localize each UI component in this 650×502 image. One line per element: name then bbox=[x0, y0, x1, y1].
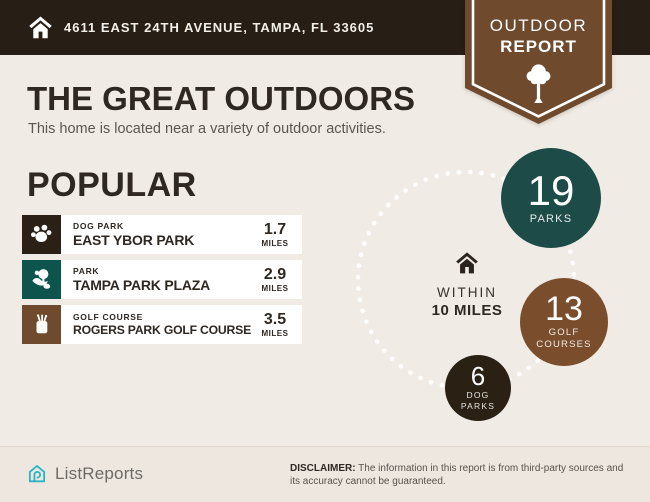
item-category: GOLF COURSE bbox=[73, 312, 144, 322]
park-card: PARK TAMPA PARK PLAZA 2.9 MILES bbox=[61, 260, 302, 299]
property-address: 4611 EAST 24TH AVENUE, TAMPA, FL 33605 bbox=[64, 20, 375, 35]
parks-count-bubble: 19 PARKS bbox=[501, 148, 601, 248]
dog-park-tile bbox=[22, 215, 61, 254]
item-name: EAST YBOR PARK bbox=[73, 232, 195, 248]
home-icon bbox=[456, 252, 478, 274]
parks-count: 19 bbox=[527, 167, 575, 215]
radius-center-label: WITHIN 10 MILES bbox=[427, 250, 507, 319]
parks-label: PARKS bbox=[529, 212, 573, 225]
golf-courses-count-bubble: 13 GOLF COURSES bbox=[520, 278, 608, 366]
popular-heading: POPULAR bbox=[27, 166, 197, 204]
radius-chart: WITHIN 10 MILES 19 PARKS 13 GOLF COURSES… bbox=[330, 140, 650, 450]
list-item-park: PARK TAMPA PARK PLAZA 2.9 MILES bbox=[22, 260, 302, 299]
outdoor-report-badge: OUTDOOR REPORT bbox=[465, 0, 612, 126]
page-title: THE GREAT OUTDOORS bbox=[27, 80, 416, 117]
golf-bag-icon bbox=[36, 314, 48, 334]
brand-name: ListReports bbox=[55, 464, 144, 483]
paw-icon bbox=[30, 224, 52, 242]
park-tile bbox=[22, 260, 61, 299]
footer: ListReports DISCLAIMER: The information … bbox=[0, 446, 650, 502]
golf-course-card: GOLF COURSE ROGERS PARK GOLF COURSE 3.5 … bbox=[61, 305, 302, 344]
item-category: DOG PARK bbox=[73, 221, 124, 231]
item-distance: 2.9 MILES bbox=[261, 265, 289, 293]
home-icon bbox=[29, 16, 52, 39]
golf-courses-count: 13 bbox=[545, 289, 583, 328]
badge-title: OUTDOOR REPORT bbox=[465, 16, 612, 57]
disclaimer-label: DISCLAIMER: bbox=[290, 463, 356, 474]
item-category: PARK bbox=[73, 266, 100, 276]
golf-courses-label: GOLF COURSES bbox=[536, 326, 592, 351]
dog-parks-label: DOG PARKS bbox=[460, 390, 496, 412]
dog-parks-count: 6 bbox=[470, 360, 486, 391]
item-distance: 1.7 MILES bbox=[261, 220, 289, 248]
within-label: WITHIN bbox=[437, 285, 497, 300]
listreports-logo-icon bbox=[28, 465, 46, 483]
popular-list: DOG PARK EAST YBOR PARK 1.7 MILES bbox=[22, 215, 302, 350]
listreports-brand: ListReports bbox=[26, 463, 143, 485]
ten-miles-label: 10 MILES bbox=[431, 302, 503, 319]
park-tree-icon bbox=[32, 269, 51, 289]
golf-course-tile bbox=[22, 305, 61, 344]
badge-line1: OUTDOOR bbox=[489, 16, 588, 35]
pennant-shape bbox=[465, 0, 612, 124]
disclaimer-text: DISCLAIMER: The information in this repo… bbox=[290, 463, 624, 488]
page-subtitle: This home is located near a variety of o… bbox=[28, 121, 386, 137]
dog-park-card: DOG PARK EAST YBOR PARK 1.7 MILES bbox=[61, 215, 302, 254]
item-name: TAMPA PARK PLAZA bbox=[73, 277, 211, 293]
item-distance: 3.5 MILES bbox=[261, 310, 289, 338]
list-item-golf-course: GOLF COURSE ROGERS PARK GOLF COURSE 3.5 … bbox=[22, 305, 302, 344]
item-name: ROGERS PARK GOLF COURSE bbox=[73, 323, 251, 337]
badge-line2: REPORT bbox=[500, 37, 577, 56]
dog-parks-count-bubble: 6 DOG PARKS bbox=[445, 355, 511, 421]
list-item-dog-park: DOG PARK EAST YBOR PARK 1.7 MILES bbox=[22, 215, 302, 254]
tree-icon bbox=[526, 64, 551, 103]
